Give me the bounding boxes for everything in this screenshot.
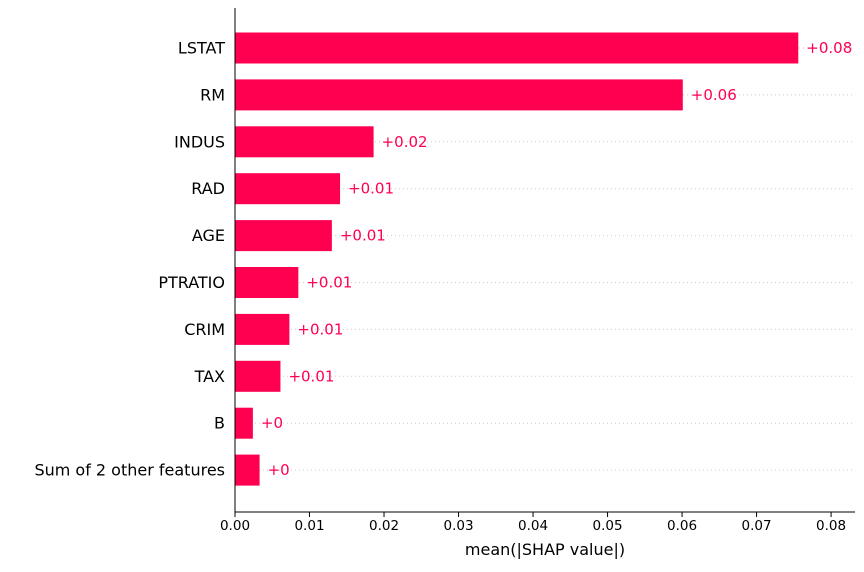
category-label: INDUS xyxy=(174,132,225,151)
bar xyxy=(235,220,332,252)
bar xyxy=(235,126,374,158)
bar xyxy=(235,173,341,205)
bar xyxy=(235,79,683,111)
value-label: +0.01 xyxy=(306,274,352,292)
category-labels: LSTAT RM INDUS RAD AGE PTRATIO CRIM TAX B Sum of … xyxy=(34,39,225,480)
value-label: +0.01 xyxy=(340,227,386,245)
x-tick-label: 0.00 xyxy=(220,518,250,534)
x-axis-title: mean(|SHAP value|) xyxy=(465,540,625,559)
bar xyxy=(235,407,253,439)
category-label: AGE xyxy=(192,226,225,245)
bar xyxy=(235,360,281,392)
value-label: +0 xyxy=(261,414,283,432)
bar xyxy=(235,454,260,486)
value-label: +0.08 xyxy=(806,39,852,57)
x-tick-label: 0.01 xyxy=(294,518,324,534)
bars xyxy=(235,32,799,486)
value-label: +0.01 xyxy=(348,180,394,198)
category-label: PTRATIO xyxy=(158,273,225,292)
value-label: +0.02 xyxy=(382,133,428,151)
bar xyxy=(235,313,290,345)
category-label: LSTAT xyxy=(178,39,225,58)
bar xyxy=(235,32,799,64)
category-label: RAD xyxy=(191,179,225,198)
category-label: RM xyxy=(200,85,225,104)
x-tick-label: 0.08 xyxy=(816,518,846,534)
value-label: +0.01 xyxy=(297,320,343,338)
value-label: +0.01 xyxy=(288,367,334,385)
bar xyxy=(235,267,299,298)
category-label: CRIM xyxy=(184,320,225,339)
axes: 0.00 0.01 0.02 0.03 0.04 0.05 0.06 0.07 0.08 xyxy=(220,8,855,534)
value-labels: +0.08 +0.06 +0.02 +0.01 +0.01 +0.01 +0.01 +0.01… xyxy=(261,39,852,479)
x-tick-label: 0.06 xyxy=(667,518,697,534)
value-label: +0 xyxy=(268,461,290,479)
x-tick-label: 0.04 xyxy=(518,518,548,534)
x-tick-label: 0.05 xyxy=(593,518,623,534)
x-tick-label: 0.07 xyxy=(742,518,772,534)
value-label: +0.06 xyxy=(691,86,737,104)
category-label: Sum of 2 other features xyxy=(34,461,225,480)
category-label: TAX xyxy=(194,367,225,386)
category-label: B xyxy=(214,414,225,433)
x-tick-label: 0.02 xyxy=(369,518,399,534)
gridlines xyxy=(235,47,855,471)
x-tick-label: 0.03 xyxy=(443,518,473,534)
